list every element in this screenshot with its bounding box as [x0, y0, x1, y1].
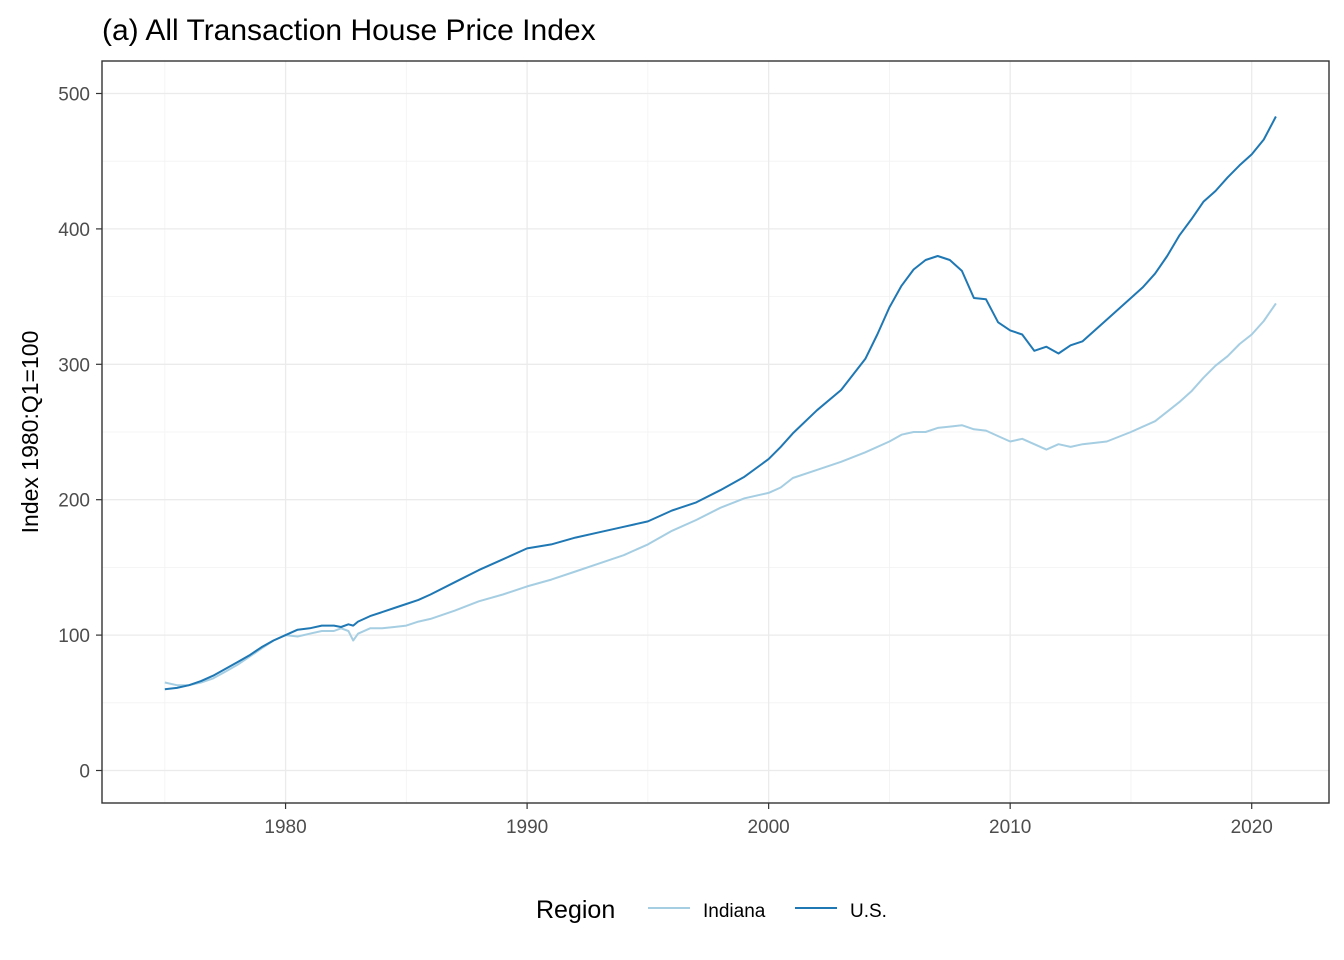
y-tick-label: 500 [58, 84, 90, 105]
legend-label-indiana: Indiana [703, 901, 766, 922]
series-line-indiana [164, 302, 1277, 687]
panel-border [101, 60, 1330, 804]
x-tick-label: 2020 [1231, 817, 1273, 838]
legend-title: Region [536, 896, 615, 924]
y-axis-title: Index 1980:Q1=100 [17, 331, 43, 534]
y-tick-label: 400 [58, 220, 90, 241]
x-tick-label: 1980 [264, 817, 306, 838]
y-tick-label: 300 [58, 355, 90, 376]
y-tick-label: 100 [58, 626, 90, 647]
axis-ticks: 1980 1990 2000 2010 2020 0 100 200 300 400 500 [58, 84, 1273, 838]
y-tick-label: 200 [58, 491, 90, 512]
x-tick-label: 2000 [747, 817, 789, 838]
y-tick-label: 0 [79, 762, 90, 783]
x-tick-label: 2010 [989, 817, 1031, 838]
grid [102, 61, 1329, 803]
x-tick-label: 1990 [506, 817, 548, 838]
series-layer [164, 116, 1277, 691]
series-line-us [164, 116, 1277, 691]
legend: Region Indiana U.S. [536, 896, 887, 924]
chart-title: (a) All Transaction House Price Index [102, 14, 596, 47]
legend-label-us: U.S. [850, 901, 887, 922]
